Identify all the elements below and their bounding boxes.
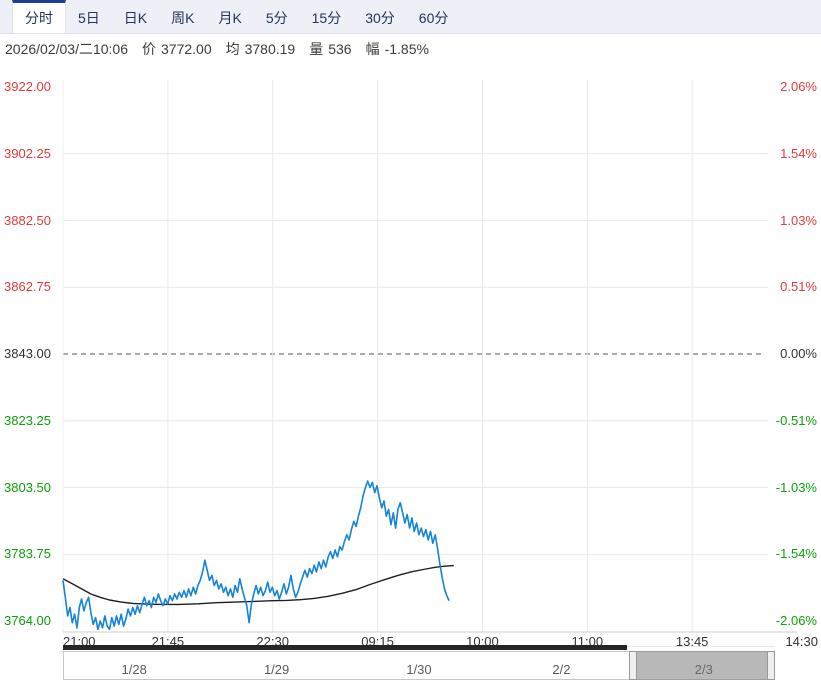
navigator-handle-right[interactable] [767, 651, 775, 680]
quote-price: 价 3772.00 [142, 41, 212, 57]
navigator-label-2-2: 2/2 [552, 662, 571, 677]
price-line [62, 480, 450, 631]
quote-volume: 量 536 [309, 41, 352, 57]
y-left-label: 3922.00 [4, 79, 51, 94]
y-right-label: -1.54% [775, 546, 817, 562]
y-right-label: -0.51% [775, 412, 817, 428]
tab-5min[interactable]: 5分 [265, 10, 288, 26]
y-right-label: 0.00% [780, 346, 817, 361]
navigator-label-1-30: 1/30 [406, 662, 432, 677]
x-axis-label: 14:30 [785, 634, 818, 649]
y-left-label: 3803.50 [4, 479, 51, 495]
navigator-label-1-28: 1/28 [121, 662, 147, 677]
y-left-label: 3902.25 [4, 145, 51, 161]
navigator-handle-left[interactable] [629, 651, 637, 680]
tab-daily[interactable]: 日K [123, 10, 148, 26]
y-right-label: 0.51% [780, 279, 817, 295]
y-right-label: 1.54% [780, 145, 817, 161]
y-left-label: 3823.25 [4, 412, 51, 428]
quote-average: 均 3780.19 [225, 41, 296, 57]
quote-datetime: 2026/02/03/二10:06 [5, 41, 128, 57]
y-left-label: 3882.50 [4, 212, 51, 228]
x-axis-label: 13:45 [675, 634, 709, 649]
tab-15min[interactable]: 15分 [311, 10, 342, 26]
tab-monthly[interactable]: 月K [218, 10, 242, 26]
average-line [62, 564, 454, 606]
y-right-label: -2.06% [775, 613, 817, 628]
y-right-label: 1.03% [780, 212, 817, 228]
tab-60min[interactable]: 60分 [418, 10, 449, 26]
navigator-label-1-29: 1/29 [263, 662, 290, 677]
y-left-label: 3843.00 [4, 346, 51, 361]
tab-30min[interactable]: 30分 [365, 10, 395, 26]
y-left-label: 3862.75 [4, 279, 51, 295]
tab-minute[interactable]: 分时 [12, 0, 66, 33]
y-right-label: -1.03% [775, 479, 817, 495]
tab-weekly[interactable]: 周K [171, 10, 195, 26]
quote-change: 幅 -1.85% [365, 41, 429, 57]
y-left-label: 3764.00 [4, 613, 51, 628]
navigator-selection[interactable] [633, 651, 775, 680]
period-tabbar: 分时 5日 日K 周K 月K 5分 15分 30分 60分 [0, 0, 821, 34]
y-left-label: 3783.75 [4, 546, 51, 562]
y-right-label: 2.06% [780, 79, 817, 94]
tab-5day[interactable]: 5日 [78, 10, 100, 26]
scrollbar-thumb[interactable] [63, 645, 627, 650]
quote-info-bar: 2026/02/03/二10:06 价 3772.00 均 3780.19 量 536… [0, 34, 821, 64]
